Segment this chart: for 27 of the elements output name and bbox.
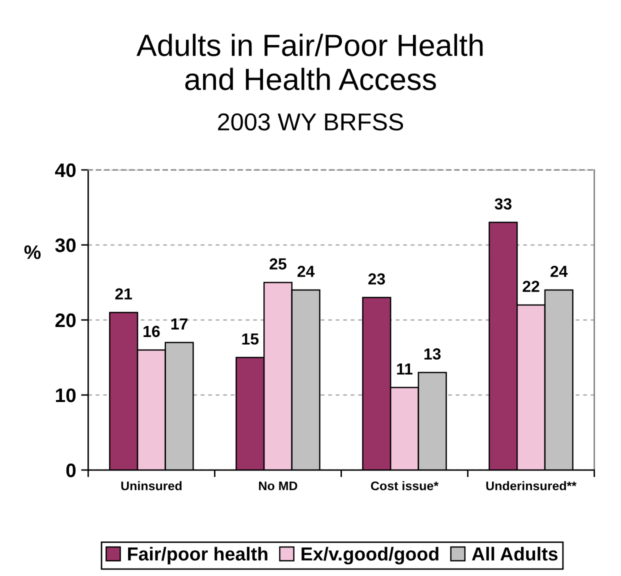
legend-label: All Adults: [472, 546, 558, 561]
y-tick-label: 0: [66, 463, 76, 478]
data-label: 23: [368, 273, 385, 285]
data-label: 17: [171, 318, 188, 330]
y-tick-label: 30: [55, 238, 76, 252]
data-label: 13: [424, 348, 441, 360]
data-label: 24: [550, 266, 568, 277]
chart-title: Adults in Fair/Poor Health and Health Access: [136, 34, 483, 90]
y-tick-label: 40: [55, 163, 76, 178]
y-tick-label: 20: [55, 313, 76, 328]
x-tick-label: Uninsured: [121, 481, 182, 490]
x-tick-label: Cost issue*: [370, 481, 439, 490]
x-tick-label: Underinsured**: [486, 481, 577, 490]
legend-label: Fair/poor health: [128, 546, 268, 564]
data-label: 15: [242, 333, 259, 345]
data-label: 11: [397, 363, 413, 374]
chart-subtitle: 2003 WY BRFSS: [218, 113, 404, 131]
x-tick-label: No MD: [259, 482, 298, 490]
y-tick-label: 10: [56, 388, 76, 402]
data-label: 22: [522, 280, 540, 292]
data-label: 33: [494, 198, 512, 210]
data-label: 25: [270, 258, 286, 270]
data-label: 24: [297, 266, 315, 277]
legend-label: Ex/v.good/good: [302, 546, 438, 564]
data-label: 16: [144, 326, 160, 338]
y-axis-title: %: [24, 245, 41, 260]
data-label: 21: [115, 288, 132, 300]
